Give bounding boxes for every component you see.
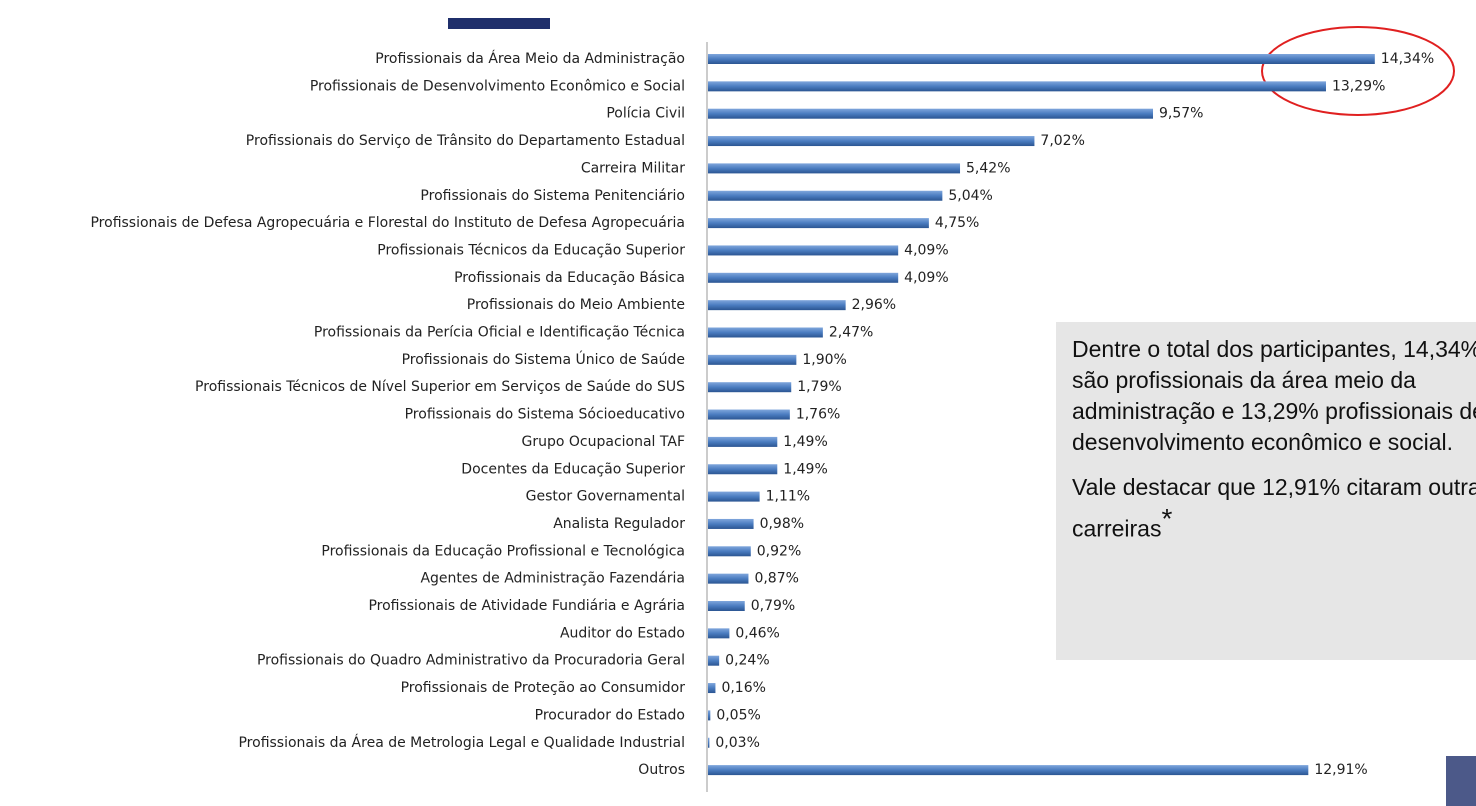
bar [708, 437, 777, 447]
category-label: Profissionais Técnicos de Nível Superior… [195, 379, 685, 395]
footnote-mark: * [1161, 503, 1172, 534]
bar [708, 328, 823, 338]
bar [708, 546, 751, 556]
category-label: Profissionais do Serviço de Trânsito do … [246, 133, 685, 149]
bar [708, 628, 729, 638]
value-label: 0,05% [716, 707, 760, 723]
value-label: 12,91% [1314, 762, 1367, 778]
value-label: 0,92% [757, 543, 801, 559]
category-label: Profissionais do Sistema Único de Saúde [402, 350, 685, 368]
category-label: Gestor Governamental [526, 489, 685, 505]
bar [708, 218, 929, 228]
value-label: 2,96% [852, 297, 896, 313]
annotation: Dentre o total dos participantes, 14,34%… [1072, 334, 1476, 458]
category-label: Outros [638, 762, 685, 778]
value-label: 1,90% [802, 352, 846, 368]
category-label: Profissionais do Sistema Sócioeducativo [405, 407, 685, 423]
value-label: 0,79% [751, 598, 795, 614]
bar [708, 191, 942, 201]
value-label: 7,02% [1040, 133, 1084, 149]
bar [708, 273, 898, 283]
bar [708, 300, 846, 310]
value-label: 5,42% [966, 160, 1010, 176]
category-label: Grupo Ocupacional TAF [522, 434, 685, 450]
category-label: Profissionais do Sistema Penitenciário [420, 188, 685, 204]
value-label: 13,29% [1332, 78, 1385, 94]
bar [708, 81, 1326, 91]
category-label: Analista Regulador [553, 516, 685, 532]
value-label: 1,76% [796, 407, 840, 423]
category-label: Docentes da Educação Superior [461, 461, 685, 477]
value-label: 0,46% [735, 625, 779, 641]
bar [708, 410, 790, 420]
category-label: Profissionais de Desenvolvimento Econômi… [310, 78, 685, 94]
bar [708, 710, 710, 720]
bar [708, 109, 1153, 119]
value-label: 0,24% [725, 653, 769, 669]
category-label: Profissionais da Educação Básica [454, 270, 685, 286]
value-label: 5,04% [948, 188, 992, 204]
bar [708, 464, 777, 474]
value-label: 14,34% [1381, 51, 1434, 67]
value-label: 1,49% [783, 434, 827, 450]
value-label: 2,47% [829, 325, 873, 341]
category-label: Profissionais da Perícia Oficial e Ident… [314, 325, 685, 341]
bar [708, 601, 745, 611]
category-label: Polícia Civil [606, 106, 685, 122]
category-label: Profissionais da Área de Metrologia Lega… [238, 734, 685, 751]
annotation-box: Dentre o total dos participantes, 14,34%… [1056, 322, 1476, 660]
value-label: 1,79% [797, 379, 841, 395]
bar [708, 382, 791, 392]
value-label: 4,09% [904, 270, 948, 286]
category-label: Profissionais do Quadro Administrativo d… [257, 653, 685, 669]
category-label: Profissionais de Proteção ao Consumidor [401, 680, 686, 696]
value-label: 9,57% [1159, 106, 1203, 122]
bar [708, 683, 715, 693]
bar [708, 765, 1308, 775]
page: Profissionais da Área Meio da Administra… [0, 0, 1476, 806]
category-label: Profissionais de Atividade Fundiária e A… [368, 598, 685, 614]
bar [708, 163, 960, 173]
bar [708, 656, 719, 666]
header-accent [448, 18, 550, 29]
bar [708, 519, 754, 529]
category-label: Profissionais Técnicos da Educação Super… [377, 242, 685, 258]
category-label: Auditor do Estado [560, 625, 685, 641]
value-label: 1,49% [783, 461, 827, 477]
category-label: Profissionais da Educação Profissional e… [321, 543, 685, 559]
value-label: 0,16% [721, 680, 765, 696]
value-label: 1,11% [766, 489, 810, 505]
annotation: Vale destacar que 12,91% citaram outras … [1072, 472, 1476, 545]
value-label: 4,09% [904, 242, 948, 258]
bar [708, 136, 1034, 146]
category-label: Profissionais de Defesa Agropecuária e F… [90, 215, 685, 231]
value-label: 0,03% [715, 735, 759, 751]
highlight-ellipse [1262, 27, 1454, 115]
bar [708, 54, 1375, 64]
bar [708, 574, 748, 584]
bar [708, 355, 796, 365]
bar [708, 738, 709, 748]
category-label: Profissionais da Área Meio da Administra… [375, 50, 685, 67]
value-label: 4,75% [935, 215, 979, 231]
value-label: 0,87% [754, 571, 798, 587]
category-label: Carreira Militar [581, 160, 685, 176]
annotation: Vale destacar que 12,91% citaram outras … [1072, 474, 1476, 542]
bar [708, 492, 760, 502]
logo [1446, 756, 1476, 806]
category-label: Agentes de Administração Fazendária [420, 571, 685, 587]
category-label: Profissionais do Meio Ambiente [467, 297, 685, 313]
value-label: 0,98% [760, 516, 804, 532]
bar [708, 245, 898, 255]
category-label: Procurador do Estado [535, 707, 685, 723]
